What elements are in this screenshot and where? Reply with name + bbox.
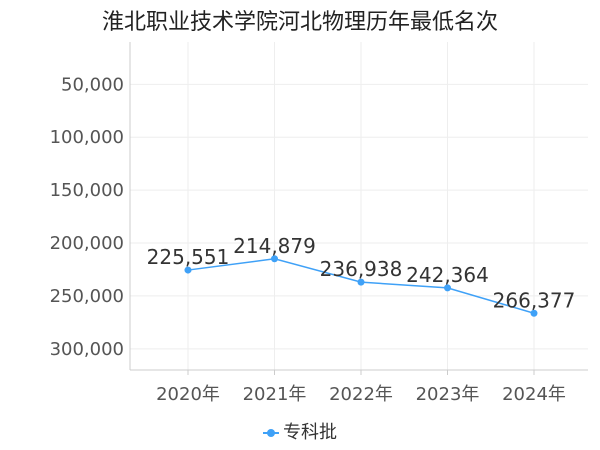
- legend-label: 专科批: [283, 422, 337, 443]
- x-axis-tick-labels: 2020年 2021年 2022年 2023年 2024年: [156, 384, 566, 405]
- data-label: 236,938: [320, 257, 403, 281]
- data-point: [271, 255, 278, 263]
- data-point: [444, 284, 451, 292]
- y-axis-tick-labels: 50,000 100,000 150,000 200,000 250,000 300,00…: [50, 74, 124, 360]
- data-point: [184, 266, 192, 274]
- data-point: [357, 278, 365, 286]
- y-tick-label: 300,000: [50, 339, 124, 360]
- data-label: 242,364: [406, 263, 489, 287]
- grid-lines: [130, 42, 588, 370]
- data-points: [184, 255, 538, 317]
- y-tick-label: 100,000: [50, 127, 124, 148]
- data-label: 214,879: [233, 234, 316, 258]
- x-tick-label: 2021年: [243, 384, 307, 405]
- chart-title: 淮北职业技术学院河北物理历年最低名次: [101, 10, 498, 35]
- x-tick-label: 2020年: [156, 384, 220, 405]
- data-point: [530, 309, 538, 317]
- legend-line-marker-icon: [263, 427, 279, 439]
- data-label: 225,551: [147, 245, 230, 269]
- x-tick-label: 2024年: [502, 384, 566, 405]
- legend[interactable]: 专科批: [0, 418, 600, 444]
- x-tick-label: 2023年: [416, 384, 480, 405]
- y-tick-label: 250,000: [50, 286, 124, 307]
- data-label: 266,377: [493, 288, 576, 312]
- y-tick-label: 50,000: [61, 74, 124, 95]
- axes: [129, 42, 588, 375]
- y-tick-label: 200,000: [50, 233, 124, 254]
- x-tick-label: 2022年: [329, 384, 393, 405]
- y-tick-label: 150,000: [50, 180, 124, 201]
